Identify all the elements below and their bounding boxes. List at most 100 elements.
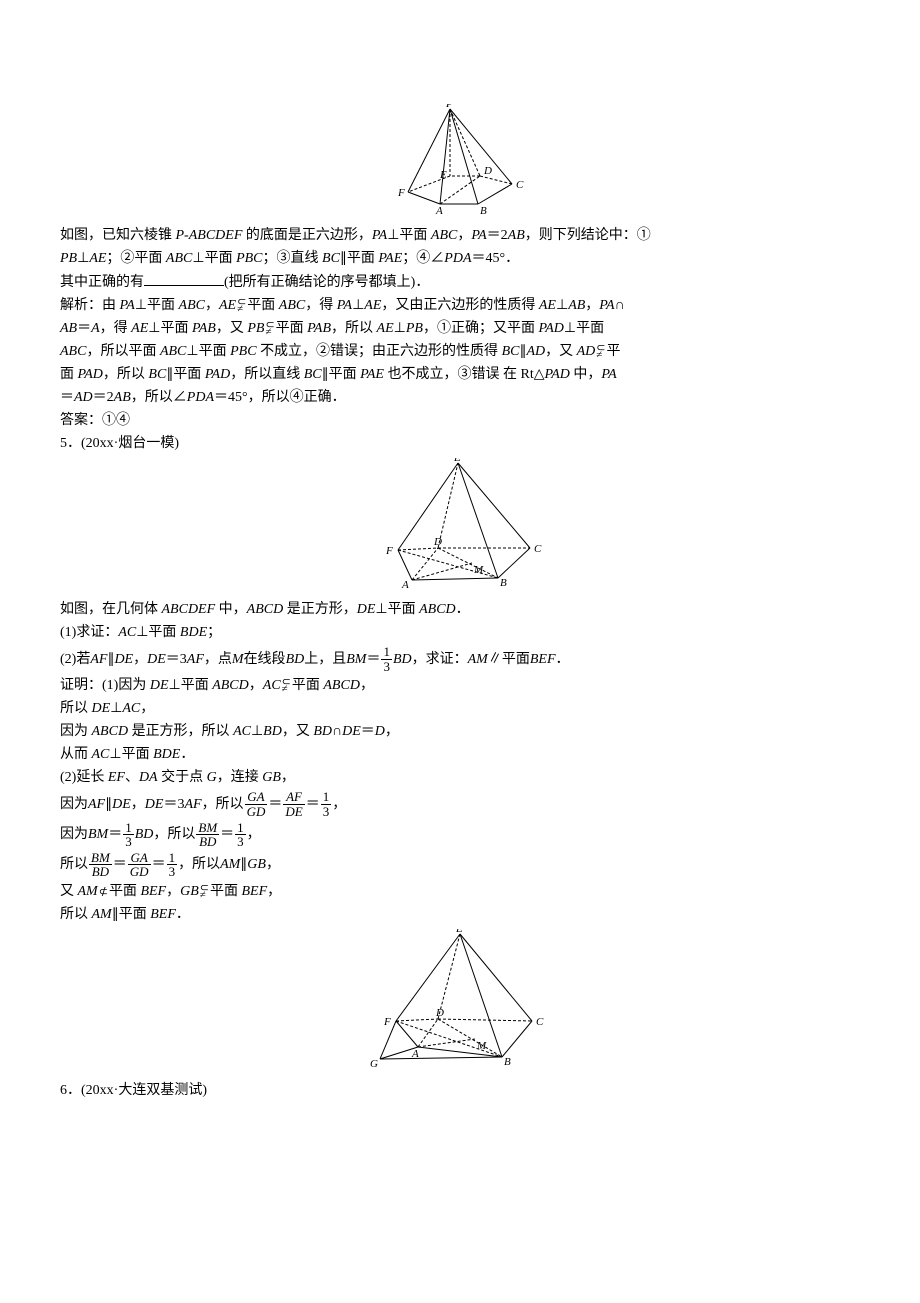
fraction: BMBD xyxy=(89,851,112,879)
t: ， xyxy=(332,794,346,815)
q6-head: 6．(20xx·大连双基测试) xyxy=(60,1080,860,1101)
t: DE xyxy=(147,649,166,670)
t: ， xyxy=(281,770,295,785)
t: ABC xyxy=(431,228,457,243)
t: 平面 xyxy=(210,884,242,899)
q4-stem-line1: 如图，已知六棱锥 P-ABCDEF 的底面是正六边形，PA⊥平面 ABC，PA＝… xyxy=(60,225,860,246)
t: 的底面是正六边形， xyxy=(246,228,372,243)
t: PAD xyxy=(538,321,563,336)
t: ⊥平面 xyxy=(387,228,431,243)
svg-text:D: D xyxy=(433,536,442,548)
t: PAE xyxy=(360,367,384,382)
t: ；②平面 xyxy=(106,251,166,266)
t: PB xyxy=(60,251,77,266)
t: ＝ xyxy=(361,724,375,739)
t: 中， xyxy=(570,367,602,382)
t: 3 xyxy=(167,865,178,879)
t: ，所以∠ xyxy=(131,390,187,405)
t: AE xyxy=(89,251,106,266)
t: ⊥平面 xyxy=(186,344,230,359)
t: ＝ xyxy=(60,390,74,405)
t: GB xyxy=(180,884,199,899)
t: ，所以 xyxy=(202,794,244,815)
svg-text:E: E xyxy=(453,458,461,464)
fraction: GAGD xyxy=(245,790,268,818)
figure-hexagonal-pyramid: PABCDEF xyxy=(60,104,860,221)
svg-text:M: M xyxy=(473,564,484,576)
q5-proof-l3: 因为 ABCD 是正方形，所以 AC⊥BD，又 BD∩DE＝D， xyxy=(60,721,860,742)
t: PAD xyxy=(544,367,569,382)
t: ， xyxy=(249,678,263,693)
t: ⊥平面 xyxy=(135,298,179,313)
t: AE xyxy=(131,321,148,336)
t: ． xyxy=(556,649,570,670)
label-analysis: 解析： xyxy=(60,298,102,313)
t: ， xyxy=(205,298,219,313)
t: (把所有正确结论的序号都填上)． xyxy=(224,275,429,290)
fill-blank xyxy=(144,271,224,286)
t: (1)求证： xyxy=(60,625,118,640)
t: ． xyxy=(180,747,194,762)
q5-proof-l8: 所以BMBD＝GAGD＝13，所以 AM∥GB， xyxy=(60,851,860,879)
t: PDA xyxy=(444,251,471,266)
t: 1 xyxy=(235,821,246,836)
t: ⊥ xyxy=(394,321,406,336)
t: ， xyxy=(267,884,281,899)
t: DE xyxy=(342,724,361,739)
q5-proof-l4: 从而 AC⊥平面 BDE． xyxy=(60,744,860,765)
fig1-svg: PABCDEF xyxy=(380,104,540,214)
q5-proof-l7: 因为 BM＝13BD，所以BMBD＝13， xyxy=(60,821,860,849)
t: 其中正确的有 xyxy=(60,275,144,290)
t: 在线段 xyxy=(244,649,286,670)
t: 平面 xyxy=(276,321,308,336)
t: BD xyxy=(286,649,305,670)
t: 如图，在几何体 xyxy=(60,602,162,617)
t: AC xyxy=(92,747,110,762)
t: BD xyxy=(263,724,282,739)
t: ， xyxy=(585,298,599,313)
t: 也不成立，③错误 在 Rt△ xyxy=(384,367,545,382)
t: AC xyxy=(122,701,140,716)
t: 所以 xyxy=(60,854,88,875)
t: 1 xyxy=(123,821,134,836)
t: ABC xyxy=(166,251,192,266)
t: BD xyxy=(135,824,154,845)
svg-text:C: C xyxy=(536,1016,544,1028)
t: BM xyxy=(89,851,112,866)
t: ， xyxy=(166,884,180,899)
t: DE xyxy=(357,602,376,617)
t: ABC xyxy=(179,298,205,313)
t: ABCD xyxy=(247,602,284,617)
t: ，得 xyxy=(100,321,132,336)
t: AE xyxy=(377,321,394,336)
t: 中， xyxy=(215,602,247,617)
q5-l1: 如图，在几何体 ABCDEF 中，ABCD 是正方形，DE⊥平面 ABCD． xyxy=(60,599,860,620)
t: AD xyxy=(577,344,596,359)
t: 由 xyxy=(102,298,120,313)
t: ＝ xyxy=(152,854,166,875)
q4-solution-l1: 解析：由 PA⊥平面 ABC，AE⊂≠平面 ABC，得 PA⊥AE，又由正六边形… xyxy=(60,295,860,316)
svg-text:B: B xyxy=(500,577,507,588)
t: ⊥ xyxy=(352,298,364,313)
t: D xyxy=(375,724,385,739)
fig2-svg: EABCDFM xyxy=(370,458,550,588)
t: AE xyxy=(539,298,556,313)
t: GD xyxy=(128,865,151,879)
t: ， xyxy=(266,854,280,875)
t: ABCD xyxy=(323,678,360,693)
t: ∥ xyxy=(240,854,247,875)
t: ∥平面 xyxy=(340,251,379,266)
t: ；③直线 xyxy=(263,251,323,266)
t: ，所以 xyxy=(153,824,195,845)
subset-icon: ⊂≠ xyxy=(282,679,291,692)
t: BEF xyxy=(140,884,166,899)
t: ∥平面 xyxy=(112,907,151,922)
svg-text:F: F xyxy=(383,1016,391,1028)
q4-stem-line2: PB⊥AE；②平面 ABC⊥平面 PBC；③直线 BC∥平面 PAE；④∠PDA… xyxy=(60,248,860,269)
t: PB xyxy=(247,321,264,336)
t: PAB xyxy=(192,321,216,336)
q4-solution-l5: ＝AD＝2AB，所以∠PDA＝45°，所以④正确． xyxy=(60,387,860,408)
q5-proof-l6: 因为 AF∥DE，DE＝3AF，所以GAGD＝AFDE＝13， xyxy=(60,790,860,818)
t: ABCD xyxy=(419,602,456,617)
t: 3 xyxy=(321,805,332,819)
